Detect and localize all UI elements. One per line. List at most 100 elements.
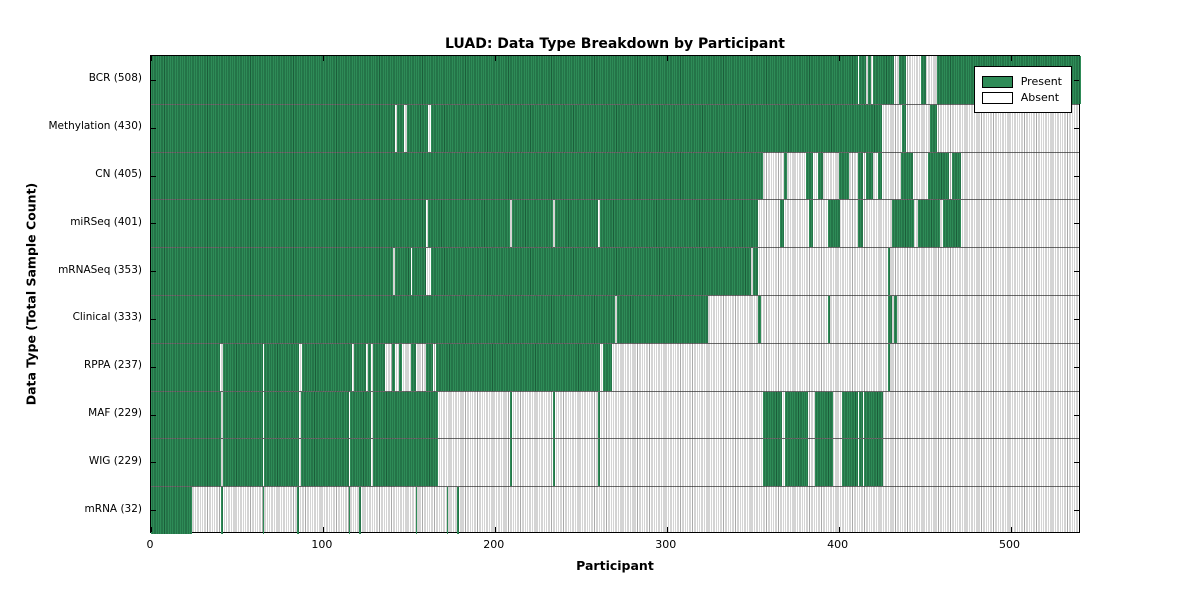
x-axis-label: Participant xyxy=(576,558,654,573)
present-segment xyxy=(928,152,949,200)
x-tick-mark xyxy=(838,527,840,532)
y-tick-mark xyxy=(1074,366,1079,368)
present-segment xyxy=(300,391,349,439)
present-segment xyxy=(264,391,299,439)
present-segment xyxy=(900,152,913,200)
present-segment xyxy=(783,152,788,200)
y-tick-mark xyxy=(1074,462,1079,464)
present-segment xyxy=(221,487,224,534)
chart-title: LUAD: Data Type Breakdown by Participant xyxy=(445,36,785,52)
x-tick-mark xyxy=(322,527,324,532)
present-segment xyxy=(510,439,512,487)
present-segment xyxy=(554,200,598,248)
present-segment xyxy=(597,439,600,487)
legend-label: Absent xyxy=(1020,91,1060,104)
present-segment xyxy=(223,343,263,391)
x-tick-mark xyxy=(838,56,840,61)
present-segment xyxy=(888,248,891,295)
y-tick-mark xyxy=(151,175,156,177)
x-tick-mark xyxy=(666,527,668,532)
presence-row-mirseq xyxy=(151,199,1079,248)
present-segment xyxy=(817,152,824,200)
present-segment xyxy=(223,391,263,439)
present-segment xyxy=(415,487,418,534)
presence-row-clinical xyxy=(151,295,1079,343)
present-segment xyxy=(407,104,428,152)
present-segment xyxy=(752,248,758,295)
present-segment xyxy=(859,391,863,439)
present-segment xyxy=(898,56,906,104)
present-segment xyxy=(151,439,222,487)
present-segment xyxy=(553,439,555,487)
presence-row-rppa xyxy=(151,342,1079,391)
y-tick-label-clinical: Clinical (333) xyxy=(72,311,142,324)
present-segment xyxy=(603,343,612,391)
x-tick-mark xyxy=(494,56,496,61)
y-tick-mark xyxy=(1074,414,1079,416)
present-segment xyxy=(859,439,863,487)
legend-label: Present xyxy=(1020,75,1062,88)
y-tick-mark xyxy=(1074,510,1079,512)
present-segment xyxy=(350,391,372,439)
present-segment xyxy=(805,152,813,200)
y-tick-mark xyxy=(151,223,156,225)
y-tick-mark xyxy=(151,462,156,464)
present-segment xyxy=(872,56,894,104)
present-segment xyxy=(902,104,906,152)
present-segment xyxy=(353,343,366,391)
present-segment xyxy=(151,343,220,391)
present-segment xyxy=(809,200,813,248)
x-tick-mark xyxy=(1010,527,1012,532)
y-tick-label-maf: MAF (229) xyxy=(88,407,142,419)
y-tick-label-cn: CN (405) xyxy=(95,168,142,180)
present-segment xyxy=(436,343,600,391)
present-segment xyxy=(151,152,763,200)
present-segment xyxy=(616,296,708,343)
present-segment xyxy=(510,391,512,439)
present-segment xyxy=(396,104,404,152)
present-segment xyxy=(431,248,751,295)
legend-swatch-absent xyxy=(981,91,1013,104)
y-axis-label: Data Type (Total Sample Count) xyxy=(23,182,39,406)
present-segment xyxy=(888,296,892,343)
present-segment xyxy=(952,152,961,200)
present-segment xyxy=(785,391,808,439)
x-tick-mark xyxy=(666,56,668,61)
present-segment xyxy=(348,487,351,534)
legend-entry-absent: Absent xyxy=(981,91,1062,104)
y-tick-label-wig: WIG (229) xyxy=(88,454,142,467)
x-tick-mark xyxy=(151,56,152,61)
present-segment xyxy=(859,56,867,104)
present-segment xyxy=(878,152,882,200)
present-segment xyxy=(395,248,411,295)
y-tick-label-bcr: BCR (508) xyxy=(88,72,142,85)
present-segment xyxy=(888,343,891,391)
present-segment xyxy=(426,343,433,391)
present-segment xyxy=(223,439,263,487)
present-segment xyxy=(929,104,937,152)
present-segment xyxy=(372,391,439,439)
present-segment xyxy=(762,391,782,439)
present-segment xyxy=(264,343,299,391)
x-tick-mark xyxy=(322,56,324,61)
present-segment xyxy=(151,487,193,534)
present-segment xyxy=(780,200,784,248)
present-segment xyxy=(842,439,858,487)
x-tick-mark xyxy=(1010,56,1012,61)
y-tick-mark xyxy=(151,318,156,320)
present-segment xyxy=(372,343,385,391)
present-segment xyxy=(391,343,396,391)
plot-area: Present Absent xyxy=(150,55,1081,534)
y-tick-label-mirseq: miRSeq (401) xyxy=(70,215,142,228)
legend: Present Absent xyxy=(973,66,1072,113)
present-segment xyxy=(553,391,555,439)
present-segment xyxy=(427,200,511,248)
x-tick-mark xyxy=(151,527,152,532)
present-segment xyxy=(302,343,353,391)
present-segment xyxy=(921,56,927,104)
present-segment xyxy=(828,200,841,248)
present-segment xyxy=(367,343,372,391)
present-segment xyxy=(398,343,402,391)
present-segment xyxy=(410,343,416,391)
